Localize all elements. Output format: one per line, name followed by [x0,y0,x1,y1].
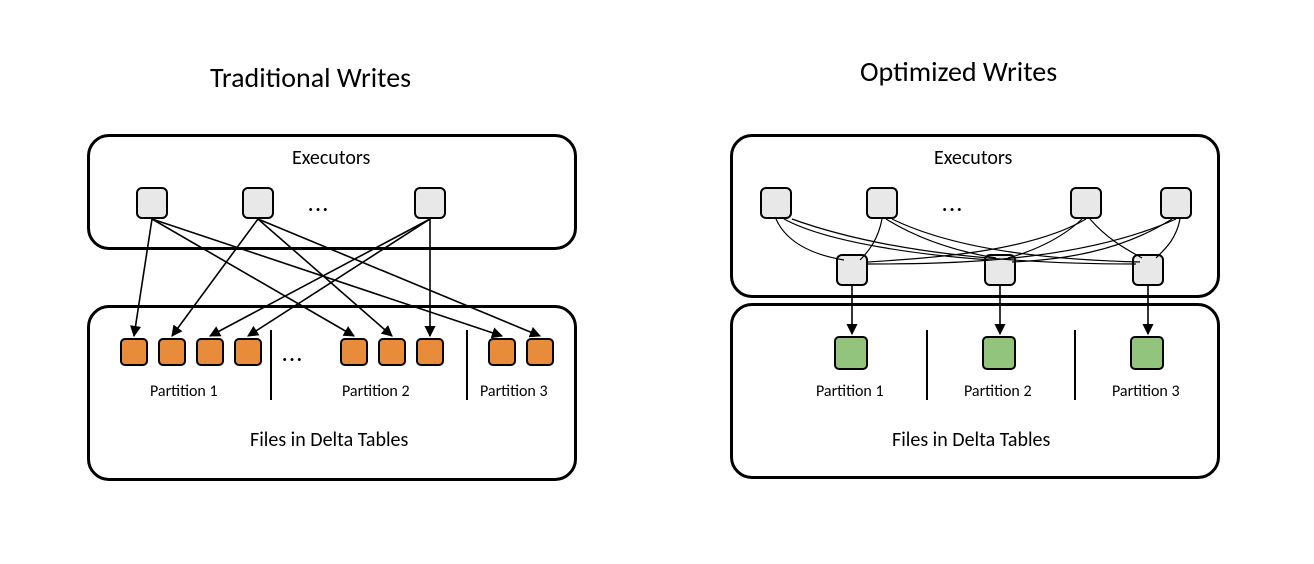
partition-label: Partition 1 [816,382,884,401]
file-block [834,336,868,370]
executor-node [414,187,446,219]
file-block [416,338,444,366]
partition-divider [926,330,928,400]
file-block [196,338,224,366]
ellipsis-icon: ... [282,345,304,365]
partition-label: Partition 2 [964,382,1032,401]
shuffle-node [836,254,868,286]
executor-node [1070,187,1102,219]
executor-node [1160,187,1192,219]
title-traditional: Traditional Writes [210,60,411,95]
diagram-canvas: Traditional Writes Optimized Writes Exec… [0,0,1314,564]
partition-divider [1074,330,1076,400]
partition-divider [466,330,468,400]
title-optimized: Optimized Writes [860,54,1057,89]
executor-node [136,187,168,219]
file-block [340,338,368,366]
file-block [526,338,554,366]
file-block [378,338,406,366]
shuffle-node [1132,254,1164,286]
partition-divider [270,330,272,400]
right-executors-label: Executors [934,146,1012,170]
file-block [234,338,262,366]
partition-label: Partition 3 [480,382,548,401]
file-block [982,336,1016,370]
executor-node [866,187,898,219]
left-files-label: Files in Delta Tables [250,428,408,452]
file-block [488,338,516,366]
ellipsis-icon: ... [308,195,330,215]
file-block [120,338,148,366]
partition-label: Partition 2 [342,382,410,401]
right-files-label: Files in Delta Tables [892,428,1050,452]
file-block [158,338,186,366]
file-block [1130,336,1164,370]
left-executors-label: Executors [292,146,370,170]
partition-label: Partition 3 [1112,382,1180,401]
shuffle-node [984,254,1016,286]
ellipsis-icon: ... [942,195,964,215]
executor-node [760,187,792,219]
executor-node [242,187,274,219]
partition-label: Partition 1 [150,382,218,401]
